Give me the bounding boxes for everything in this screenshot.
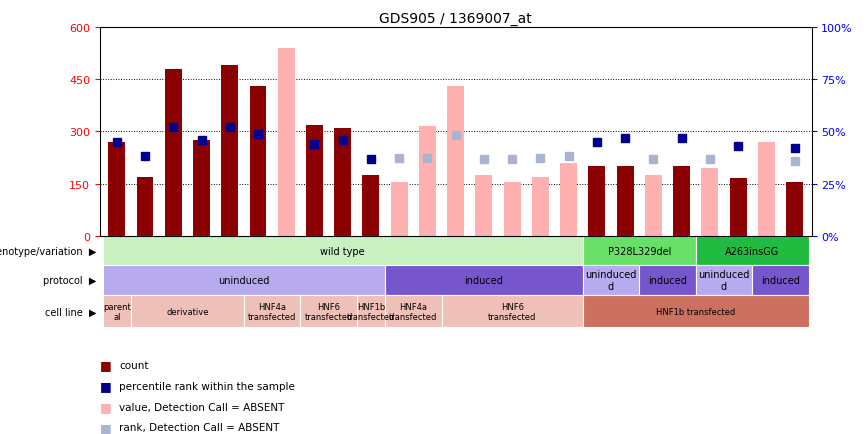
Text: induced: induced [761, 276, 800, 286]
Bar [758, 142, 775, 236]
Bar [300, 296, 357, 328]
Bar [385, 296, 442, 328]
Text: uninduced: uninduced [218, 276, 270, 286]
Bar [108, 142, 125, 236]
Bar [476, 175, 492, 236]
Bar [244, 296, 300, 328]
Bar [560, 163, 577, 236]
Title: GDS905 / 1369007_at: GDS905 / 1369007_at [379, 12, 532, 26]
Text: derivative: derivative [166, 307, 208, 316]
Text: induced: induced [464, 276, 503, 286]
Bar [442, 296, 582, 328]
Bar [102, 266, 385, 296]
Bar [419, 127, 436, 236]
Text: HNF6
transfected: HNF6 transfected [488, 302, 536, 321]
Text: P328L329del: P328L329del [608, 246, 671, 256]
Bar [589, 167, 605, 236]
Bar [503, 182, 521, 236]
Bar [616, 167, 634, 236]
Text: ■: ■ [100, 379, 112, 392]
Bar [363, 175, 379, 236]
Bar [102, 296, 131, 328]
Text: HNF6
transfected: HNF6 transfected [305, 302, 352, 321]
Bar [753, 266, 809, 296]
Bar [136, 177, 154, 236]
Bar [582, 266, 640, 296]
Bar [334, 129, 352, 236]
Bar [221, 66, 238, 236]
Bar [391, 182, 408, 236]
Bar [385, 266, 582, 296]
Bar [278, 49, 295, 236]
Text: rank, Detection Call = ABSENT: rank, Detection Call = ABSENT [119, 423, 279, 432]
Bar [696, 236, 809, 266]
Bar [645, 175, 662, 236]
Bar [582, 296, 809, 328]
Bar [696, 266, 753, 296]
Text: HNF4a
transfected: HNF4a transfected [248, 302, 296, 321]
Bar [674, 167, 690, 236]
Text: HNF1b
transfected: HNF1b transfected [347, 302, 395, 321]
Bar [786, 182, 803, 236]
Bar [165, 70, 181, 236]
Bar [532, 177, 549, 236]
Text: genotype/variation  ▶: genotype/variation ▶ [0, 246, 96, 256]
Bar [701, 168, 719, 236]
Text: uninduced
d: uninduced d [585, 270, 637, 291]
Bar [582, 236, 696, 266]
Bar [447, 87, 464, 236]
Text: wild type: wild type [320, 246, 365, 256]
Text: ■: ■ [100, 358, 112, 372]
Bar [249, 87, 266, 236]
Text: percentile rank within the sample: percentile rank within the sample [119, 381, 295, 391]
Text: induced: induced [648, 276, 687, 286]
Text: count: count [119, 360, 148, 370]
Bar [102, 236, 582, 266]
Text: value, Detection Call = ABSENT: value, Detection Call = ABSENT [119, 402, 285, 411]
Bar [131, 296, 244, 328]
Bar [640, 266, 696, 296]
Text: uninduced
d: uninduced d [699, 270, 750, 291]
Text: ■: ■ [100, 400, 112, 413]
Text: HNF1b transfected: HNF1b transfected [656, 307, 735, 316]
Text: protocol  ▶: protocol ▶ [43, 276, 96, 286]
Text: HNF4a
transfected: HNF4a transfected [389, 302, 437, 321]
Text: ■: ■ [100, 421, 112, 434]
Bar [193, 141, 210, 236]
Bar [357, 296, 385, 328]
Text: parent
al: parent al [103, 302, 131, 321]
Bar [306, 125, 323, 236]
Text: cell line  ▶: cell line ▶ [45, 306, 96, 316]
Text: A263insGG: A263insGG [725, 246, 779, 256]
Bar [730, 179, 746, 236]
